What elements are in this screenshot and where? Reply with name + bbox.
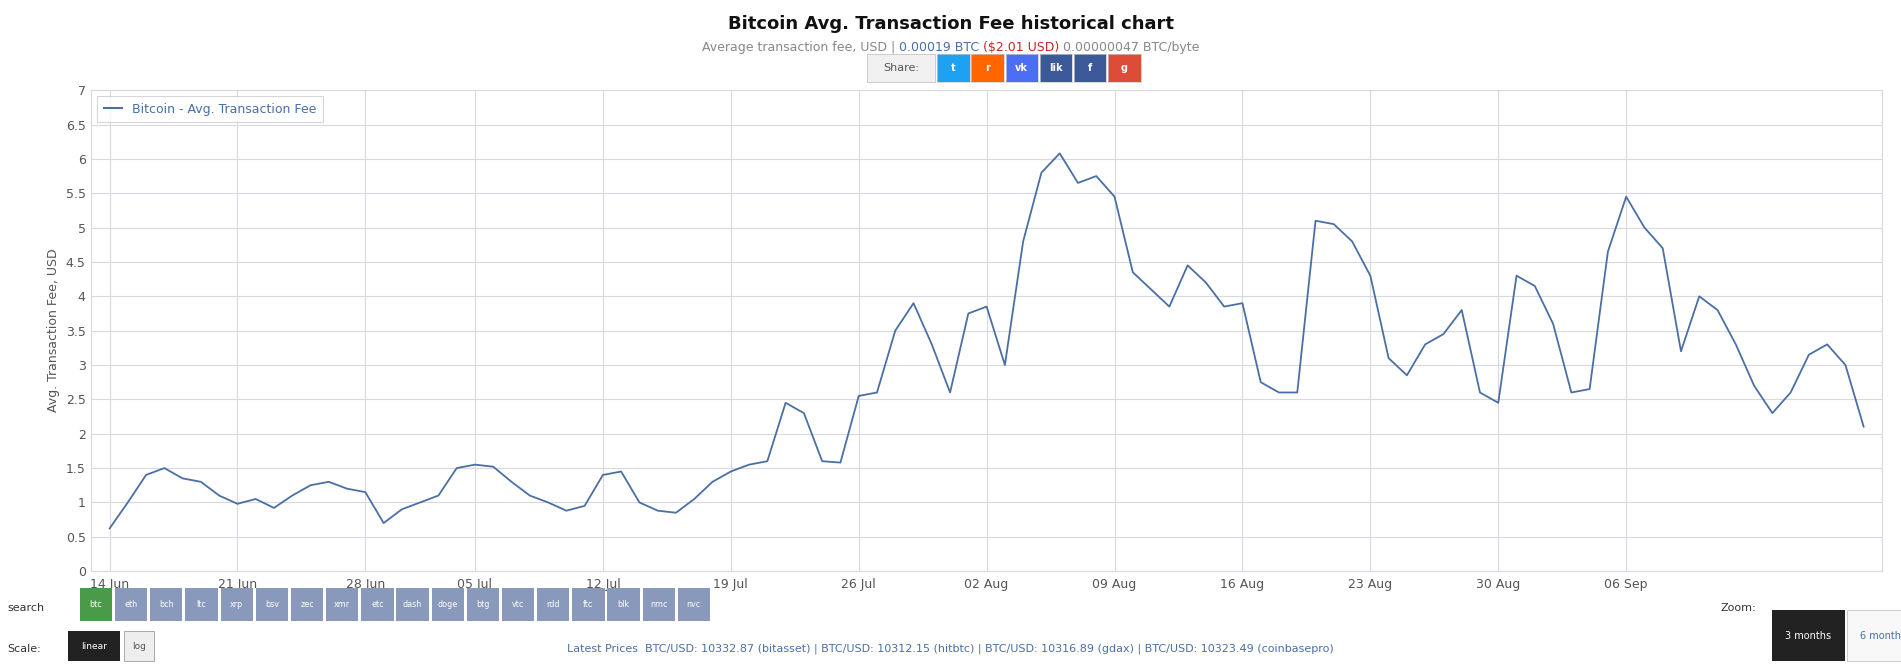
FancyBboxPatch shape (608, 589, 641, 621)
Text: nmc: nmc (650, 601, 667, 609)
Text: 6 months: 6 months (1859, 631, 1901, 641)
FancyBboxPatch shape (679, 589, 711, 621)
Text: vtc: vtc (511, 601, 525, 609)
Text: linear: linear (82, 642, 106, 651)
Y-axis label: Avg. Transaction Fee, USD: Avg. Transaction Fee, USD (48, 249, 61, 412)
FancyBboxPatch shape (572, 589, 605, 621)
Text: f: f (1087, 63, 1093, 73)
FancyBboxPatch shape (538, 589, 570, 621)
Text: btc: btc (89, 601, 103, 609)
Legend: Bitcoin - Avg. Transaction Fee: Bitcoin - Avg. Transaction Fee (97, 96, 323, 122)
FancyBboxPatch shape (502, 589, 534, 621)
Text: dash: dash (403, 601, 422, 609)
FancyBboxPatch shape (255, 589, 289, 621)
FancyBboxPatch shape (150, 589, 182, 621)
FancyBboxPatch shape (432, 589, 464, 621)
Text: Bitcoin Avg. Transaction Fee historical chart: Bitcoin Avg. Transaction Fee historical … (728, 15, 1173, 33)
Text: t: t (950, 63, 956, 73)
FancyBboxPatch shape (1772, 610, 1844, 661)
Text: Scale:: Scale: (8, 644, 42, 654)
FancyBboxPatch shape (186, 589, 219, 621)
FancyBboxPatch shape (124, 631, 154, 661)
Text: search: search (8, 603, 46, 613)
FancyBboxPatch shape (291, 589, 323, 621)
Text: etc: etc (371, 601, 384, 609)
Text: doge: doge (437, 601, 458, 609)
Text: 3 months: 3 months (1785, 631, 1831, 641)
FancyBboxPatch shape (1846, 610, 1901, 661)
Text: r: r (985, 63, 990, 73)
FancyBboxPatch shape (468, 589, 500, 621)
Text: Zoom:: Zoom: (1720, 603, 1757, 613)
Text: Share:: Share: (884, 63, 918, 73)
Text: lik: lik (1049, 63, 1063, 73)
FancyBboxPatch shape (397, 589, 430, 621)
Text: 0.00000047 BTC/byte: 0.00000047 BTC/byte (1063, 41, 1200, 54)
Text: xrp: xrp (230, 601, 243, 609)
Text: ftc: ftc (584, 601, 593, 609)
Text: Average transaction fee, USD |: Average transaction fee, USD | (701, 41, 899, 54)
Text: g: g (1122, 63, 1127, 73)
FancyBboxPatch shape (80, 589, 112, 621)
FancyBboxPatch shape (643, 589, 675, 621)
Text: zec: zec (300, 601, 314, 609)
Text: blk: blk (618, 601, 629, 609)
Text: eth: eth (125, 601, 137, 609)
Text: ($2.01 USD): ($2.01 USD) (979, 41, 1063, 54)
FancyBboxPatch shape (361, 589, 394, 621)
Text: xmr: xmr (335, 601, 350, 609)
Text: vk: vk (1015, 63, 1028, 73)
FancyBboxPatch shape (327, 589, 359, 621)
Text: Latest Prices  BTC/USD: 10332.87 (bitasset) | BTC/USD: 10312.15 (hitbtc) | BTC/U: Latest Prices BTC/USD: 10332.87 (bitasse… (566, 644, 1335, 655)
FancyBboxPatch shape (68, 631, 120, 661)
Text: btg: btg (475, 601, 490, 609)
Text: log: log (131, 642, 146, 651)
Text: nvc: nvc (686, 601, 701, 609)
FancyBboxPatch shape (221, 589, 253, 621)
Text: 0.00019 BTC: 0.00019 BTC (899, 41, 979, 54)
FancyBboxPatch shape (116, 589, 148, 621)
Text: rdd: rdd (546, 601, 561, 609)
Text: bch: bch (160, 601, 173, 609)
Text: ltc: ltc (196, 601, 207, 609)
Text: bsv: bsv (264, 601, 279, 609)
